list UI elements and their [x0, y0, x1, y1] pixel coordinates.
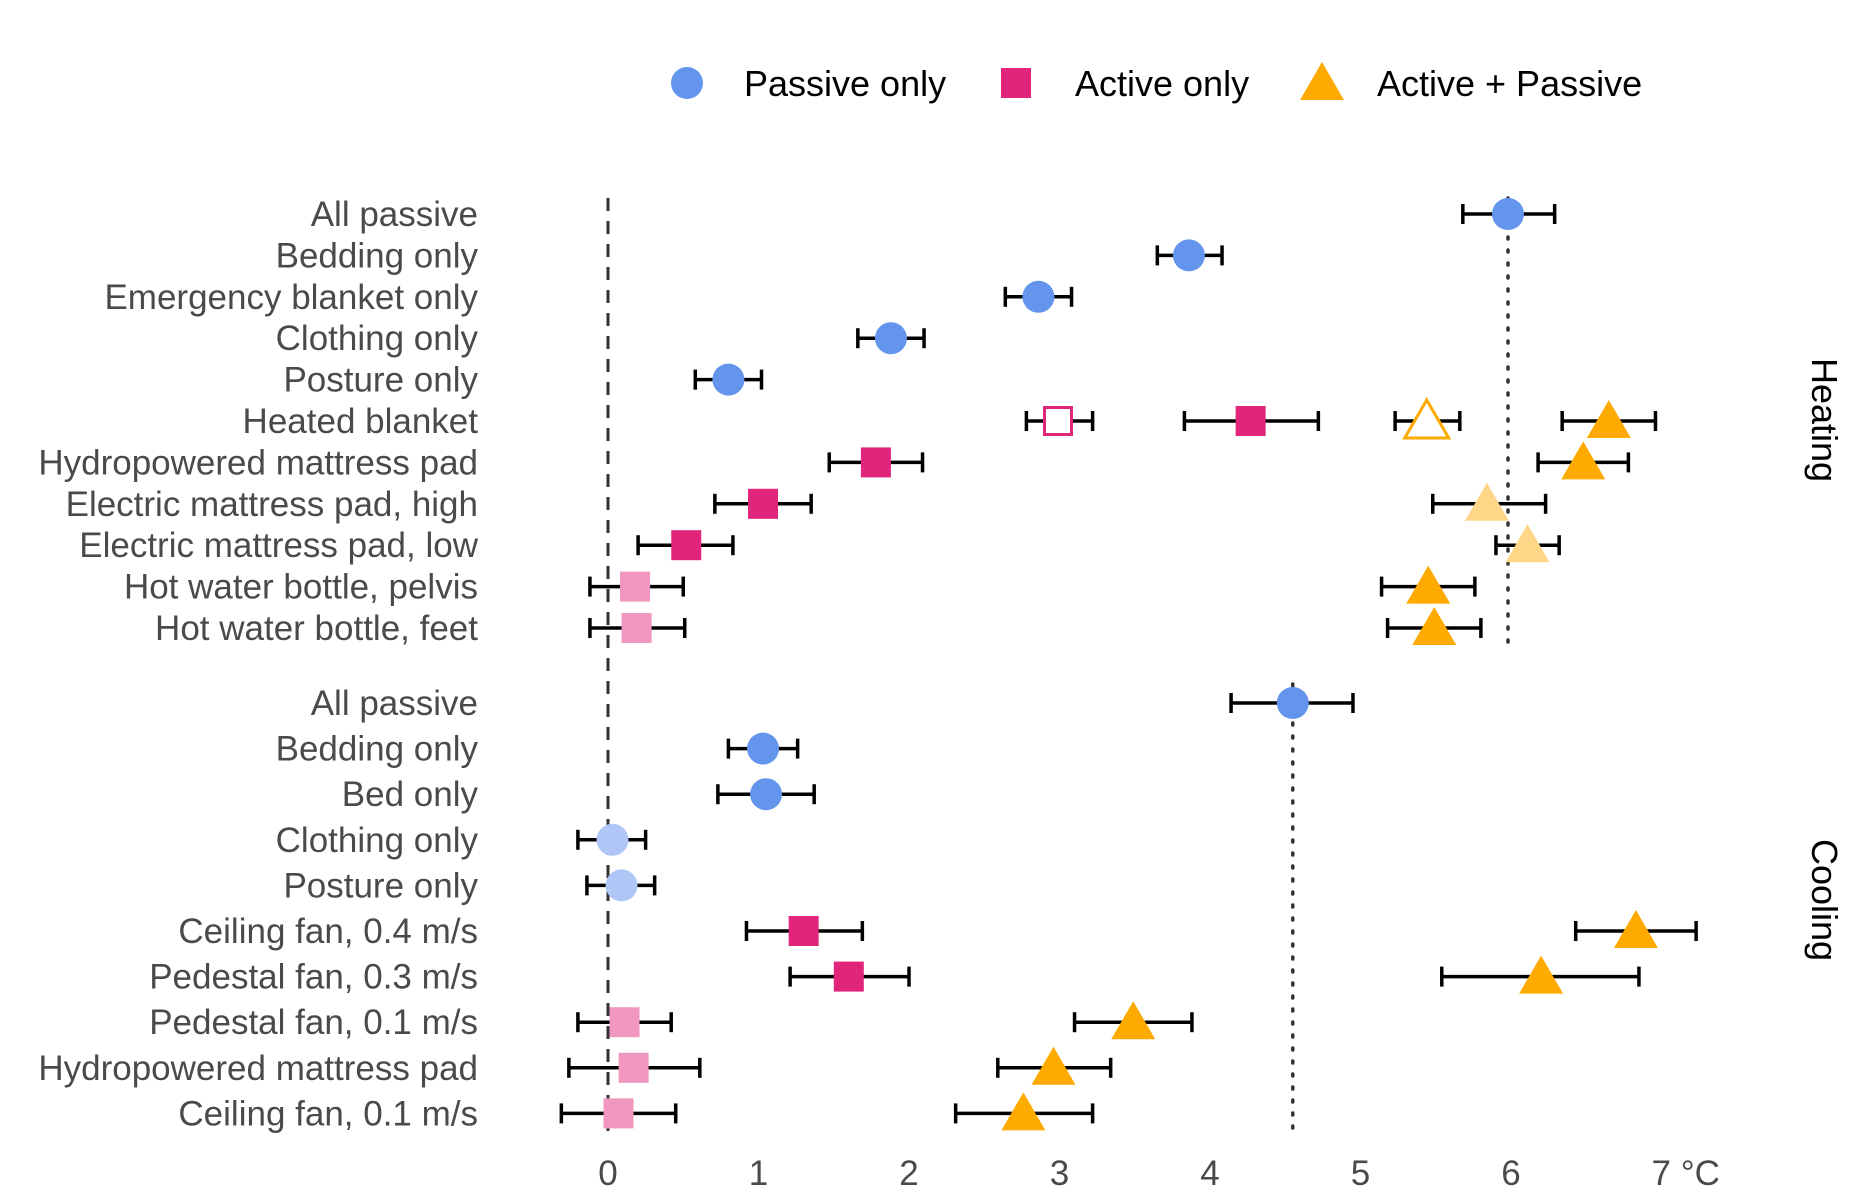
facet-label-heating: Heating — [1804, 358, 1845, 482]
data-point-active-square — [609, 1007, 640, 1038]
legend: Passive only Active only Active + Passive — [671, 62, 1642, 104]
x-tick-label: 0 — [598, 1154, 617, 1193]
data-point-passive-circle — [1172, 239, 1205, 272]
data-point-both-triangle — [1031, 1046, 1076, 1085]
category-label: Posture only — [283, 866, 478, 905]
x-tick-label: 1 — [749, 1154, 768, 1193]
category-label: Posture only — [283, 361, 478, 400]
data-point-active-square — [860, 447, 891, 478]
legend-square-icon — [1001, 68, 1031, 98]
legend-label: Active + Passive — [1377, 63, 1642, 104]
category-label: Bedding only — [276, 236, 479, 275]
category-label: Electric mattress pad, low — [79, 526, 478, 565]
data-point-both-triangle — [1586, 400, 1631, 438]
category-label: Emergency blanket only — [104, 278, 478, 317]
data-point-both-triangle — [1464, 482, 1509, 521]
data-point-passive-circle — [712, 363, 745, 396]
data-point-passive-circle — [1022, 280, 1055, 313]
category-label: Electric mattress pad, high — [66, 485, 478, 524]
legend-label: Active only — [1075, 63, 1249, 104]
facet-labels: Heating Cooling — [1804, 358, 1845, 961]
x-tick-label: 5 — [1351, 1154, 1370, 1193]
data-point-passive-circle — [596, 823, 629, 856]
category-label: Bedding only — [276, 730, 479, 769]
data-point-active-square — [833, 961, 864, 992]
category-label: All passive — [311, 195, 478, 234]
category-label: Pedestal fan, 0.3 m/s — [149, 958, 478, 997]
legend-triangle-icon — [1300, 62, 1344, 100]
legend-circle-icon — [671, 67, 703, 99]
data-point-both-triangle — [1561, 441, 1606, 480]
category-label: Ceiling fan, 0.1 m/s — [178, 1094, 478, 1133]
data-point-both-triangle — [1505, 524, 1550, 563]
data-point-both-triangle — [1402, 397, 1452, 440]
category-label: All passive — [311, 684, 478, 723]
data-points — [596, 198, 1658, 1131]
data-point-active-square — [788, 916, 819, 946]
legend-label: Passive only — [744, 63, 946, 104]
data-point-passive-circle — [747, 732, 780, 765]
category-label: Bed only — [342, 775, 479, 814]
category-label: Heated blanket — [243, 402, 479, 441]
reference-lines — [1291, 196, 1510, 1140]
data-point-both-triangle — [1406, 565, 1451, 604]
data-point-both-triangle — [1111, 1001, 1156, 1040]
data-point-passive-circle — [605, 869, 638, 902]
data-point-both-triangle — [1001, 1092, 1046, 1131]
category-label: Ceiling fan, 0.4 m/s — [178, 912, 478, 951]
data-point-active-square — [671, 530, 702, 561]
facet-label-cooling: Cooling — [1804, 839, 1845, 961]
data-point-active-square — [618, 1052, 649, 1083]
data-point-both-triangle — [1613, 910, 1658, 948]
category-label: Hydropowered mattress pad — [38, 443, 478, 482]
data-point-passive-circle — [874, 322, 907, 355]
category-label: Hot water bottle, feet — [155, 609, 478, 648]
data-point-passive-circle — [1491, 198, 1524, 230]
data-point-passive-circle — [1276, 687, 1309, 719]
data-point-both-triangle — [1519, 955, 1564, 994]
x-tick-label: 6 — [1501, 1154, 1520, 1193]
data-point-active-square — [603, 1098, 634, 1129]
data-point-active-square — [1235, 406, 1266, 436]
x-tick-label: 2 — [899, 1154, 918, 1193]
data-point-both-triangle — [1412, 607, 1457, 645]
category-label: Clothing only — [276, 821, 479, 860]
category-label: Hot water bottle, pelvis — [124, 568, 478, 607]
x-axis-ticks: 0 1 2 3 4 5 6 7 °C — [598, 1154, 1720, 1193]
category-label: Hydropowered mattress pad — [38, 1049, 478, 1088]
data-point-passive-circle — [750, 778, 783, 811]
data-point-active-square — [1042, 406, 1073, 436]
category-label: Pedestal fan, 0.1 m/s — [149, 1003, 478, 1042]
data-point-active-square — [621, 613, 652, 643]
x-tick-label: 4 — [1200, 1154, 1219, 1193]
data-point-active-square — [620, 571, 651, 602]
x-tick-label: 7 °C — [1652, 1154, 1720, 1193]
data-point-active-square — [748, 488, 779, 519]
category-label: Clothing only — [276, 319, 479, 358]
x-tick-label: 3 — [1050, 1154, 1069, 1193]
